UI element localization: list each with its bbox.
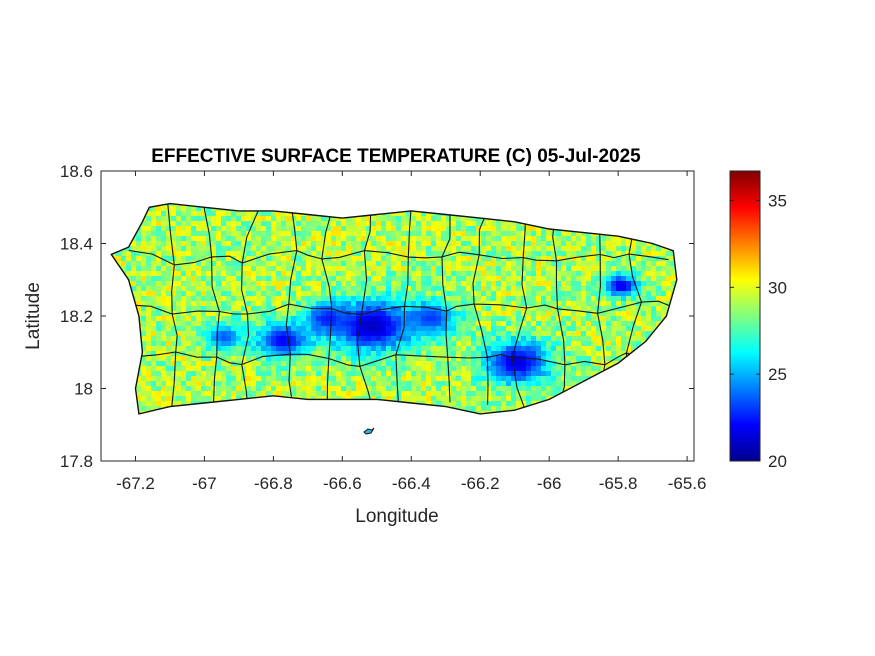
x-tick-label: -66.6 xyxy=(323,474,362,493)
x-tick-label: -66.2 xyxy=(461,474,500,493)
island-outline xyxy=(110,202,678,415)
colorbar: 20 25 30 35 xyxy=(729,170,787,471)
y-tick-label: 18.2 xyxy=(60,307,93,326)
y-tick-label: 17.8 xyxy=(60,452,93,471)
y-tick-label: 18.6 xyxy=(60,162,93,181)
chart-title: EFFECTIVE SURFACE TEMPERATURE (C) 05-Jul… xyxy=(151,146,641,167)
y-tick-label: 18.4 xyxy=(60,235,93,254)
colorbar-tick-label: 30 xyxy=(768,278,787,297)
x-tick-label: -65.8 xyxy=(599,474,638,493)
x-tick-label: -65.6 xyxy=(668,474,707,493)
colorbar-ticks: 20 25 30 35 xyxy=(730,192,787,471)
x-tick-label: -67 xyxy=(192,474,217,493)
x-tick-label: -67.2 xyxy=(116,474,155,493)
colorbar-tick-label: 25 xyxy=(768,365,787,384)
y-axis: 17.8 18 18.2 18.4 18.6 xyxy=(60,162,694,471)
y-axis-label: Latitude xyxy=(23,282,44,350)
x-tick-label: -66.8 xyxy=(254,474,293,493)
colorbar-gradient xyxy=(729,170,761,462)
x-tick-label: -66.4 xyxy=(392,474,431,493)
colorbar-tick-label: 20 xyxy=(768,452,787,471)
x-axis-label: Longitude xyxy=(355,506,438,527)
offshore-islet xyxy=(363,427,375,435)
colorbar-tick-label: 35 xyxy=(768,192,787,211)
x-tick-label: -66 xyxy=(537,474,562,493)
y-tick-label: 18 xyxy=(74,380,93,399)
x-axis: -67.2 -67 -66.8 -66.6 -66.4 -66.2 -66 -65.8 -65.… xyxy=(116,171,706,493)
temperature-heatmap xyxy=(111,203,677,414)
